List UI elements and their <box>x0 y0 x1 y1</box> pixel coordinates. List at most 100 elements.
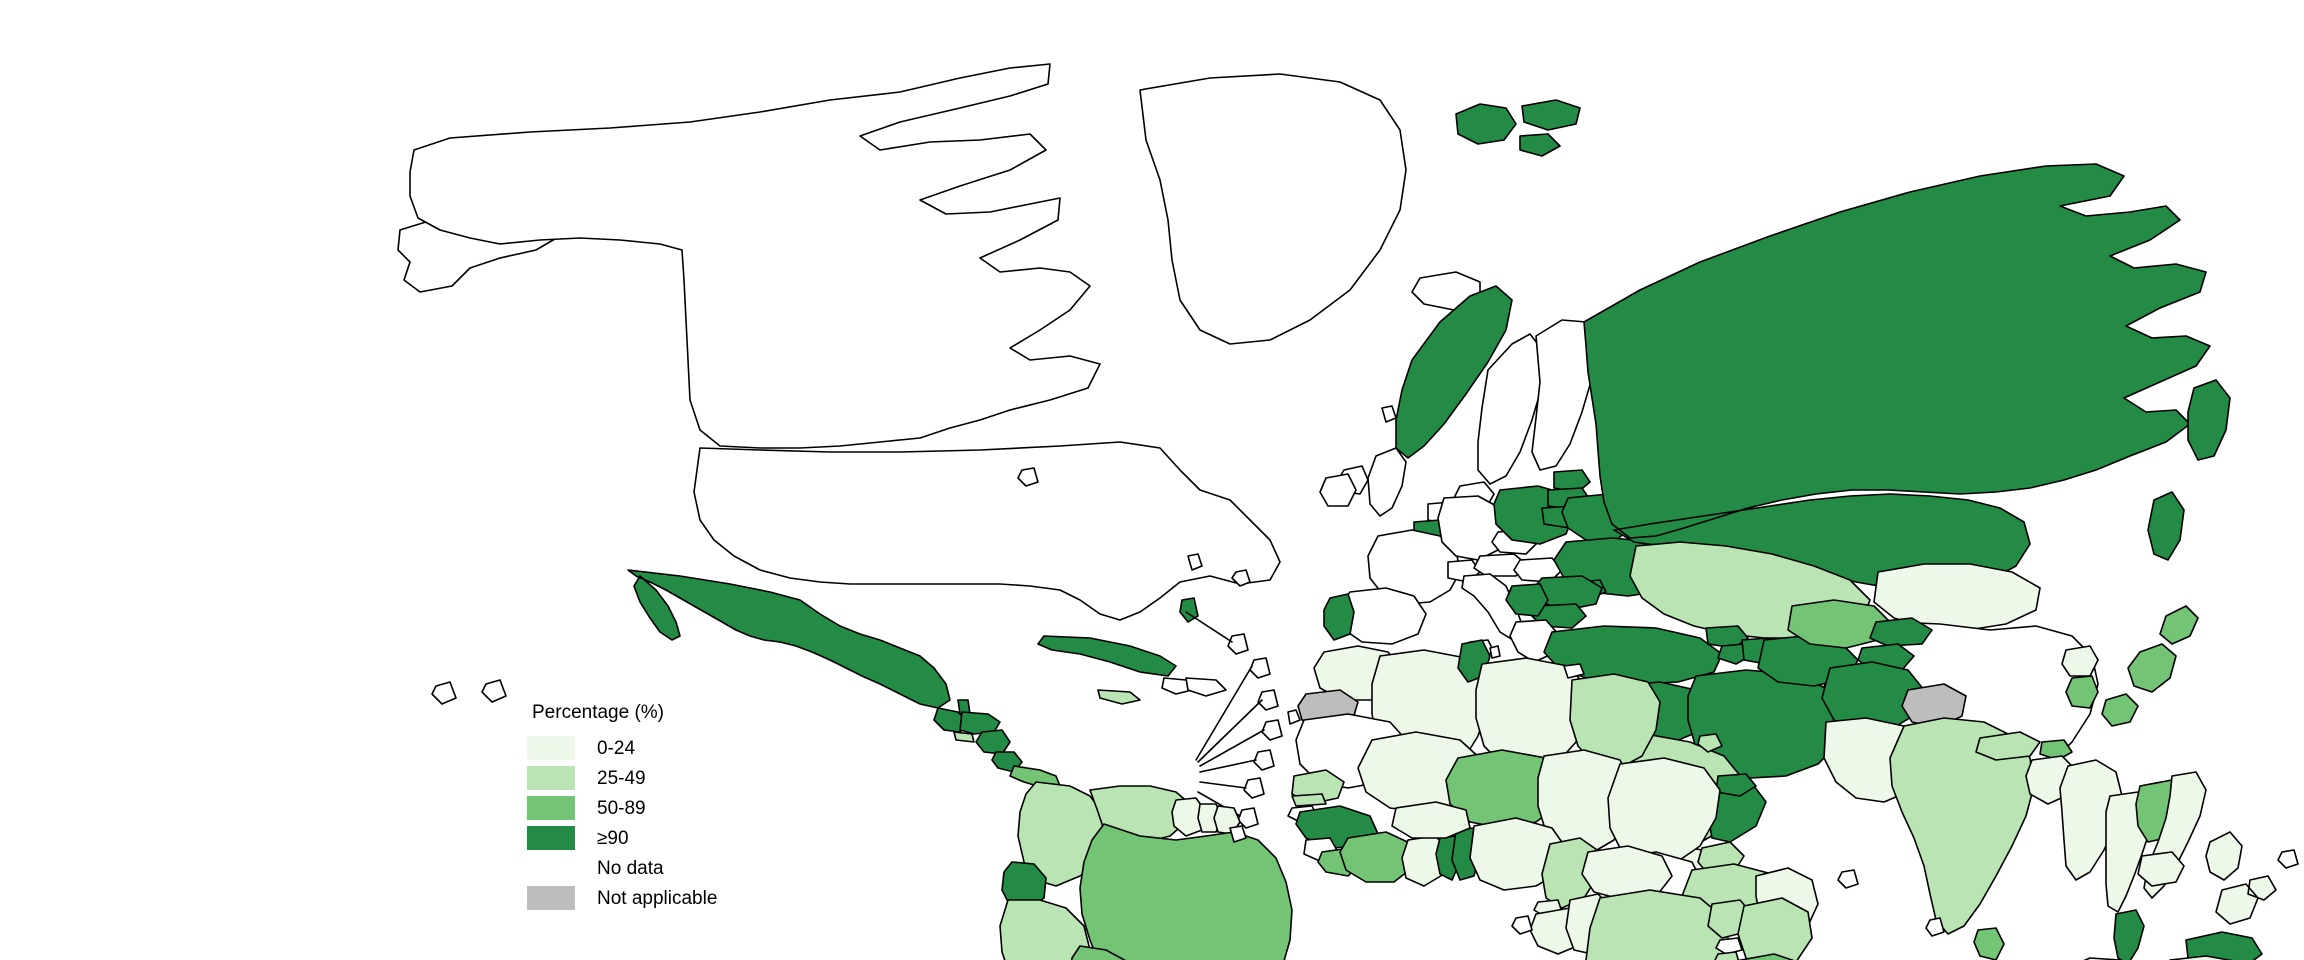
country-united-states[interactable] <box>694 442 1280 620</box>
country-burkina-faso[interactable] <box>1392 802 1470 838</box>
country-mexico[interactable] <box>628 570 950 708</box>
legend-label-25-49: 25-49 <box>597 767 646 789</box>
country-brazil[interactable] <box>1080 824 1292 960</box>
country-armenia[interactable] <box>1718 644 1750 664</box>
country-tanzania[interactable] <box>1716 954 1820 960</box>
country-kuwait[interactable] <box>1698 734 1722 752</box>
legend-row-25-49[interactable]: 25-49 <box>527 763 787 793</box>
region-group-south-america <box>1000 782 1292 960</box>
island-antilles-2[interactable] <box>1250 658 1270 678</box>
country-bolivia[interactable] <box>1070 946 1138 960</box>
country-georgia[interactable] <box>1706 626 1748 648</box>
country-sweden[interactable] <box>1478 334 1544 484</box>
country-japan[interactable] <box>2102 606 2198 726</box>
country-russia[interactable] <box>1584 164 2210 590</box>
island-antilles-5[interactable] <box>1254 750 1274 770</box>
island-maldives[interactable] <box>1926 918 1944 936</box>
country-mongolia[interactable] <box>1874 564 2040 630</box>
country-bhutan[interactable] <box>2040 740 2072 760</box>
island-azores[interactable] <box>1232 570 1250 586</box>
country-philippines[interactable] <box>2206 832 2276 924</box>
island-easter[interactable] <box>482 680 506 702</box>
country-gambia[interactable] <box>1292 794 1326 806</box>
legend-row-50-89[interactable]: 50-89 <box>527 793 787 823</box>
island-malta[interactable] <box>1490 646 1500 658</box>
country-dominican-republic[interactable] <box>1186 678 1226 696</box>
antilles-leader-2 <box>1196 666 1252 760</box>
island-galapagos[interactable] <box>432 682 456 704</box>
country-drc[interactable] <box>1586 890 1730 960</box>
legend-row-90-plus[interactable]: ≥90 <box>527 823 787 853</box>
antilles-leader-6 <box>1200 782 1246 788</box>
country-nicaragua[interactable] <box>976 730 1010 754</box>
island-kamchatka[interactable] <box>2188 380 2230 460</box>
country-nepal[interactable] <box>1976 732 2040 760</box>
country-svalbard[interactable] <box>1456 100 1580 156</box>
country-north-korea[interactable] <box>2062 646 2098 676</box>
country-canada[interactable] <box>410 64 1100 448</box>
island-sao-tome[interactable] <box>1512 916 1532 934</box>
legend-label-50-89: 50-89 <box>597 797 646 819</box>
country-peru[interactable] <box>1000 900 1090 960</box>
island-faroe[interactable] <box>1382 406 1396 422</box>
island-cape-verde[interactable] <box>1018 468 1038 486</box>
country-ireland[interactable] <box>1320 474 1356 506</box>
map-legend: Percentage (%) 0-24 25-49 50-89 ≥90 No d… <box>527 703 787 913</box>
legend-swatch-not-applicable <box>527 886 575 910</box>
island-antilles-3[interactable] <box>1258 690 1278 710</box>
legend-row-no-data[interactable]: No data <box>527 853 787 883</box>
island-seychelles[interactable] <box>1838 870 1858 888</box>
island-cyprus[interactable] <box>1564 664 1584 678</box>
country-myanmar[interactable] <box>2060 760 2122 880</box>
island-antilles-1[interactable] <box>1228 634 1248 654</box>
island-antilles-7[interactable] <box>1238 808 1258 828</box>
legend-label-not-applicable: Not applicable <box>597 887 718 909</box>
island-antilles-6[interactable] <box>1244 778 1264 798</box>
country-burundi[interactable] <box>1714 952 1740 960</box>
country-kenya[interactable] <box>1738 898 1812 960</box>
country-sri-lanka[interactable] <box>1974 928 2004 960</box>
country-kyrgyzstan[interactable] <box>1870 618 1932 646</box>
island-trinidad[interactable] <box>1230 826 1246 842</box>
country-estonia[interactable] <box>1554 470 1590 492</box>
legend-row-not-applicable[interactable]: Not applicable <box>527 883 787 913</box>
country-austria[interactable] <box>1474 554 1526 576</box>
country-afghanistan[interactable] <box>1822 662 1924 732</box>
island-antilles-4[interactable] <box>1262 720 1282 740</box>
region-group-southeast-asia <box>2054 760 2304 960</box>
country-niger[interactable] <box>1446 750 1566 828</box>
antilles-leader-5 <box>1200 760 1256 772</box>
legend-label-90-plus: ≥90 <box>597 827 629 849</box>
country-haiti[interactable] <box>1162 678 1192 694</box>
country-portugal[interactable] <box>1324 594 1354 640</box>
island-bermuda[interactable] <box>1188 554 1202 570</box>
region-group-north-america <box>398 64 1406 828</box>
legend-swatch-50-89 <box>527 796 575 820</box>
country-greenland[interactable] <box>1140 74 1406 344</box>
country-france[interactable] <box>1368 530 1460 604</box>
country-egypt[interactable] <box>1570 674 1660 768</box>
country-guyana[interactable] <box>1172 798 1206 836</box>
legend-row-0-24[interactable]: 0-24 <box>527 733 787 763</box>
country-sudan[interactable] <box>1608 758 1720 866</box>
antilles-leader-3 <box>1198 700 1262 762</box>
antilles-leader-4 <box>1200 730 1264 766</box>
country-serbia[interactable] <box>1506 584 1548 616</box>
country-south-korea[interactable] <box>2066 676 2098 708</box>
legend-swatch-no-data <box>527 856 575 880</box>
country-chad[interactable] <box>1538 750 1632 854</box>
country-el-salvador[interactable] <box>954 732 974 742</box>
country-jamaica[interactable] <box>1098 690 1140 704</box>
country-cote-divoire[interactable] <box>1340 832 1412 882</box>
country-norway[interactable] <box>1396 286 1512 458</box>
country-cambodia[interactable] <box>2138 852 2184 886</box>
country-indonesia[interactable] <box>2054 956 2304 960</box>
legend-title: Percentage (%) <box>532 702 665 723</box>
island-canary[interactable] <box>1288 710 1300 724</box>
island-palau[interactable] <box>2278 850 2298 868</box>
country-sakhalin[interactable] <box>2148 492 2184 560</box>
country-cuba[interactable] <box>1038 636 1176 676</box>
antilles-leader-1 <box>1186 612 1232 642</box>
region-group-africa <box>1288 640 1994 960</box>
